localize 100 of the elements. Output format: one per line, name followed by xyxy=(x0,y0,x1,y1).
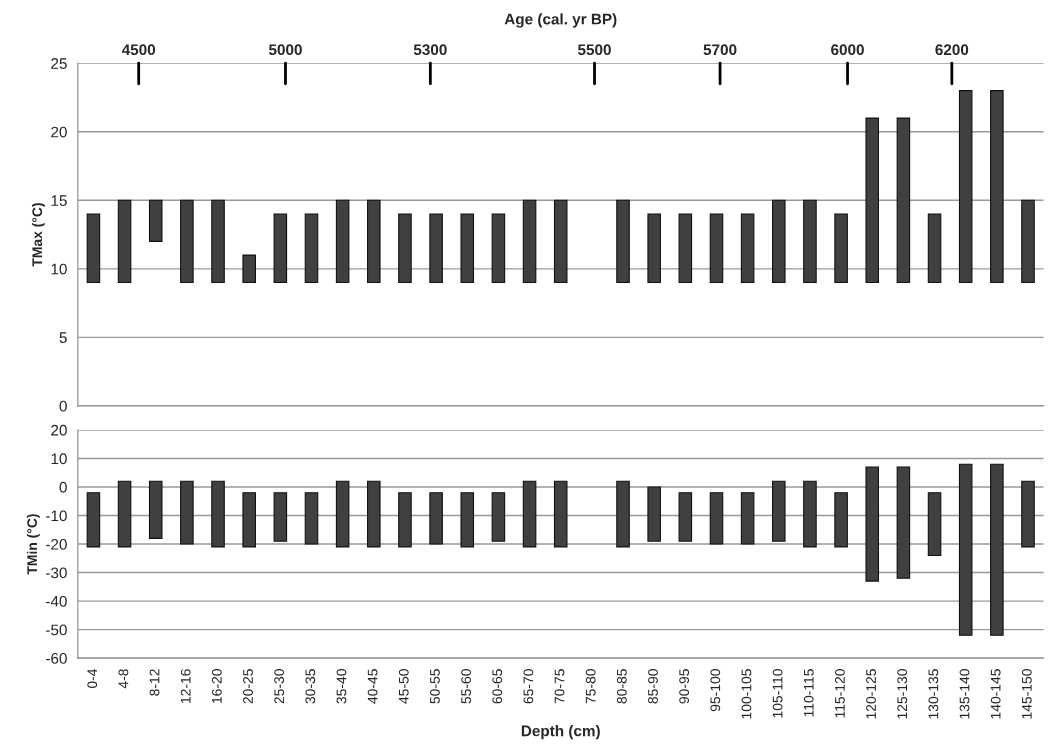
y-tick-label: -30 xyxy=(46,567,67,579)
bar xyxy=(304,213,319,284)
bar xyxy=(273,492,288,542)
bar xyxy=(148,480,163,539)
x-tick-label: 145-150 xyxy=(1021,669,1032,719)
y-tick-label: 15 xyxy=(51,195,67,206)
bar xyxy=(522,199,537,284)
bar xyxy=(398,213,412,284)
bar xyxy=(865,466,880,582)
x-tick-label: 25-30 xyxy=(274,669,285,704)
bar xyxy=(647,213,661,284)
bar xyxy=(148,199,163,242)
x-tick-label: 12-16 xyxy=(180,669,191,703)
x-tick-label: 70-75 xyxy=(554,669,565,704)
y-tick-label: 0 xyxy=(59,400,67,412)
bar xyxy=(553,199,568,284)
x-axis-title: Depth (cm) xyxy=(521,725,600,740)
y-tick-label: 10 xyxy=(51,453,67,465)
x-tick-label: 90-95 xyxy=(679,669,690,704)
x-tick-label: 16-20 xyxy=(211,669,222,703)
x-tick-label: 30-35 xyxy=(305,669,316,704)
x-tick-label: 50-55 xyxy=(430,669,440,704)
bar xyxy=(367,480,381,548)
x-tick-label: 40-45 xyxy=(367,669,378,704)
x-tick-label: 130-135 xyxy=(928,669,939,719)
x-tick-label: 20-25 xyxy=(243,669,253,704)
bar xyxy=(460,213,475,284)
bar xyxy=(709,213,724,284)
x-tick-label: 105-110 xyxy=(772,669,783,718)
y-tick-label: -10 xyxy=(46,510,67,522)
x-tick-label: 135-140 xyxy=(959,669,970,719)
x-tick-label: 45-50 xyxy=(398,669,409,704)
bar xyxy=(896,117,911,284)
bar xyxy=(927,213,942,284)
y-tick-label: 20 xyxy=(51,126,67,138)
text: 6200 xyxy=(935,44,969,56)
bar xyxy=(460,492,475,548)
bar xyxy=(117,480,132,548)
bar xyxy=(242,492,256,548)
bar xyxy=(335,199,350,284)
bar xyxy=(491,213,506,284)
x-tick-label: 110-115 xyxy=(803,669,814,717)
x-tick-label: 80-85 xyxy=(616,669,627,704)
bar xyxy=(990,90,1004,284)
text: 5000 xyxy=(268,44,302,56)
bar xyxy=(927,492,942,557)
text: 6000 xyxy=(831,44,864,56)
bar xyxy=(553,480,568,548)
bar xyxy=(678,492,693,542)
y-tick-label: 5 xyxy=(59,332,67,344)
y-axis-title: TMin (°C) xyxy=(26,514,40,575)
bar xyxy=(834,213,848,284)
bar xyxy=(678,213,693,284)
bar xyxy=(398,492,412,548)
bar xyxy=(211,480,225,548)
y-tick-label: -20 xyxy=(46,538,67,550)
x-tick-label: 120-125 xyxy=(866,669,876,719)
bar xyxy=(491,492,506,542)
bar xyxy=(273,213,288,284)
bar xyxy=(803,480,817,548)
bar xyxy=(1021,480,1035,548)
bar xyxy=(740,492,755,545)
bar xyxy=(771,480,786,542)
chart-title: Age (cal. yr BP) xyxy=(504,13,617,28)
y-axis-title: TMax (°C) xyxy=(31,203,45,267)
bar xyxy=(896,466,911,579)
text: 5500 xyxy=(578,44,611,56)
x-tick-label: 60-65 xyxy=(492,669,503,704)
bar xyxy=(117,199,132,284)
bar xyxy=(180,480,194,545)
x-tick-label: 85-90 xyxy=(648,669,658,704)
x-tick-label: 125-130 xyxy=(897,669,908,719)
bar xyxy=(1021,199,1035,284)
bar xyxy=(865,117,880,284)
bar xyxy=(242,254,256,284)
x-tick-label: 140-145 xyxy=(990,669,1001,719)
y-tick-label: 20 xyxy=(51,424,67,436)
x-tick-label: 4-8 xyxy=(118,669,129,689)
x-tick-label: 75-80 xyxy=(585,669,596,704)
bar xyxy=(834,492,848,548)
bar xyxy=(211,199,225,284)
bar xyxy=(990,463,1004,636)
x-tick-label: 0-4 xyxy=(87,668,98,689)
y-tick-label: 10 xyxy=(51,263,67,275)
bar xyxy=(522,480,537,548)
x-tick-label: 115-120 xyxy=(834,669,845,718)
bar xyxy=(958,463,973,636)
x-tick-label: 100-105 xyxy=(741,669,752,719)
y-tick-label: -40 xyxy=(46,595,67,607)
bar xyxy=(740,213,755,284)
x-tick-label: 65-70 xyxy=(523,669,534,704)
x-tick-label: 35-40 xyxy=(336,669,347,704)
bar xyxy=(304,492,319,545)
y-tick-label: 0 xyxy=(59,481,67,493)
bar xyxy=(86,492,101,548)
bar xyxy=(958,90,973,284)
bar xyxy=(647,486,661,542)
x-tick-label: 8-12 xyxy=(149,669,160,696)
bar xyxy=(616,480,630,548)
bar xyxy=(335,480,350,548)
